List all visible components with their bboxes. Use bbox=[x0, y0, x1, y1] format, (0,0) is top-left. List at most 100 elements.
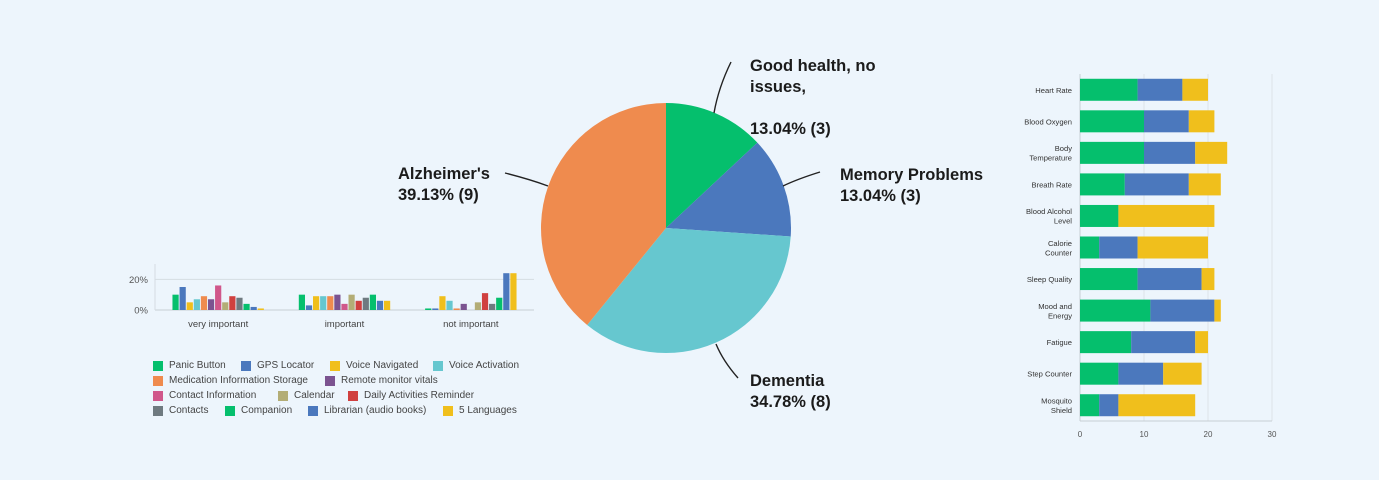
x-tick-label: 0 bbox=[1078, 430, 1083, 439]
bar bbox=[460, 303, 467, 310]
bar bbox=[496, 297, 503, 310]
bar bbox=[250, 306, 257, 310]
legend-item: Voice Navigated bbox=[330, 360, 418, 371]
legend-label: Daily Activities Reminder bbox=[364, 390, 475, 401]
legend-label: Panic Button bbox=[169, 360, 226, 371]
bar bbox=[474, 302, 482, 310]
legend-label: Remote monitor vitals bbox=[341, 375, 438, 386]
legend-item: GPS Locator bbox=[241, 360, 314, 371]
legend-swatch bbox=[241, 360, 251, 371]
legend-label: Calendar bbox=[294, 390, 335, 401]
stacked-bar-segment bbox=[1150, 299, 1215, 322]
stacked-bar-segment bbox=[1188, 110, 1215, 133]
pie-slice-label: Good health, no issues, 13.04% (3) bbox=[750, 56, 876, 140]
bar bbox=[376, 300, 384, 310]
pie-leader-line bbox=[504, 172, 549, 187]
legend-swatch bbox=[153, 405, 163, 416]
legend-label: Medication Information Storage bbox=[169, 375, 308, 386]
pie-leader-line bbox=[715, 343, 739, 379]
legend-item: 5 Languages bbox=[443, 405, 517, 416]
y-tick-label: 0% bbox=[134, 306, 148, 317]
legend-item: Daily Activities Reminder bbox=[348, 390, 474, 401]
stacked-bar-segment bbox=[1195, 331, 1208, 354]
stacked-bar-segment bbox=[1080, 362, 1119, 385]
legend-item: Companion bbox=[225, 405, 292, 416]
legend-swatch bbox=[325, 375, 335, 386]
bar bbox=[320, 296, 327, 310]
bar bbox=[215, 285, 222, 310]
stacked-bar-segment bbox=[1195, 141, 1228, 164]
stacked-bar-segment bbox=[1214, 299, 1221, 322]
bar bbox=[327, 296, 334, 310]
stacked-bar-segment bbox=[1080, 173, 1125, 196]
legend-swatch bbox=[153, 390, 163, 401]
pie-slice bbox=[541, 103, 666, 325]
stacked-bar-segment bbox=[1131, 331, 1196, 354]
legend-item: Calendar bbox=[278, 390, 335, 401]
stacked-bar-segment bbox=[1201, 268, 1215, 291]
legend-swatch bbox=[278, 390, 288, 401]
legend-label: Companion bbox=[241, 405, 293, 416]
pie-label-line: Memory Problems bbox=[840, 166, 984, 184]
y-category-label: Level bbox=[1054, 217, 1072, 226]
bar bbox=[313, 296, 320, 310]
x-tick-label: 20 bbox=[1204, 430, 1213, 439]
pie-slice-label: Alzheimer's 39.13% (9) bbox=[398, 164, 490, 206]
y-category-label: Temperature bbox=[1029, 154, 1072, 163]
pie-slice bbox=[666, 142, 791, 237]
pie-slice bbox=[587, 228, 791, 354]
stacked-bar-segment bbox=[1080, 236, 1100, 259]
y-category-label: Step Counter bbox=[1027, 370, 1072, 379]
bar bbox=[362, 297, 369, 310]
legend-label: Librarian (audio books) bbox=[324, 405, 427, 416]
stacked-bar-segment bbox=[1099, 394, 1119, 417]
x-tick-label: not important bbox=[443, 319, 499, 330]
y-category-label: Breath Rate bbox=[1031, 180, 1072, 189]
stacked-bar-segment bbox=[1080, 394, 1100, 417]
bar bbox=[446, 300, 453, 310]
stacked-bar-segment bbox=[1124, 173, 1189, 196]
bar bbox=[229, 296, 236, 310]
legend-item: Panic Button bbox=[153, 360, 226, 371]
bar bbox=[298, 294, 305, 310]
y-category-label: Fatigue bbox=[1047, 338, 1072, 347]
legend-swatch bbox=[153, 360, 163, 371]
y-category-label: Heart Rate bbox=[1035, 86, 1072, 95]
bar bbox=[200, 296, 208, 310]
y-category-label: Blood Oxygen bbox=[1024, 117, 1072, 126]
x-tick-label: important bbox=[325, 319, 365, 330]
pie-label-line: Dementia bbox=[750, 372, 825, 390]
bar bbox=[453, 308, 460, 310]
stacked-horizontal-bar-chart: 0 10 20 30 Heart Rate Blood Oxygen BodyTempera… bbox=[1024, 74, 1277, 439]
stacked-bar-segment bbox=[1080, 331, 1132, 354]
y-category-label: Shield bbox=[1051, 406, 1072, 415]
y-category-label: Body bbox=[1055, 144, 1073, 153]
y-category-label: Mood and bbox=[1038, 302, 1072, 311]
stacked-bar-segment bbox=[1144, 141, 1196, 164]
stacked-bar-segment bbox=[1099, 236, 1138, 259]
y-category-label: Blood Alcohol bbox=[1026, 207, 1072, 216]
bar bbox=[384, 300, 391, 310]
legend-label: Voice Navigated bbox=[346, 360, 419, 371]
pie-label-line: Good health, no bbox=[750, 57, 876, 75]
legend-item: Voice Activation bbox=[433, 360, 519, 371]
bar bbox=[341, 303, 348, 310]
pie-label-line: 13.04% (3) bbox=[840, 187, 921, 205]
stacked-bar-segment bbox=[1163, 362, 1202, 385]
stacked-bar-segment bbox=[1137, 236, 1208, 259]
pie-label-line: 13.04% (3) bbox=[750, 120, 831, 138]
stacked-bar-segment bbox=[1080, 299, 1151, 322]
bar bbox=[510, 273, 517, 310]
pie-leader-line bbox=[713, 61, 732, 114]
pie-label-line: Alzheimer's bbox=[398, 165, 490, 183]
x-tick-label: 30 bbox=[1268, 430, 1277, 439]
stacked-bar-segment bbox=[1144, 110, 1189, 133]
stacked-bar-segment bbox=[1137, 78, 1183, 101]
legend-label: Contacts bbox=[169, 405, 209, 416]
bar bbox=[222, 302, 229, 310]
legend-item: Contacts bbox=[153, 405, 208, 416]
pie-leader-line bbox=[782, 171, 821, 187]
grouped-bar-chart: 20% 0% very important important not importan… bbox=[129, 264, 534, 330]
legend-swatch bbox=[348, 390, 358, 401]
